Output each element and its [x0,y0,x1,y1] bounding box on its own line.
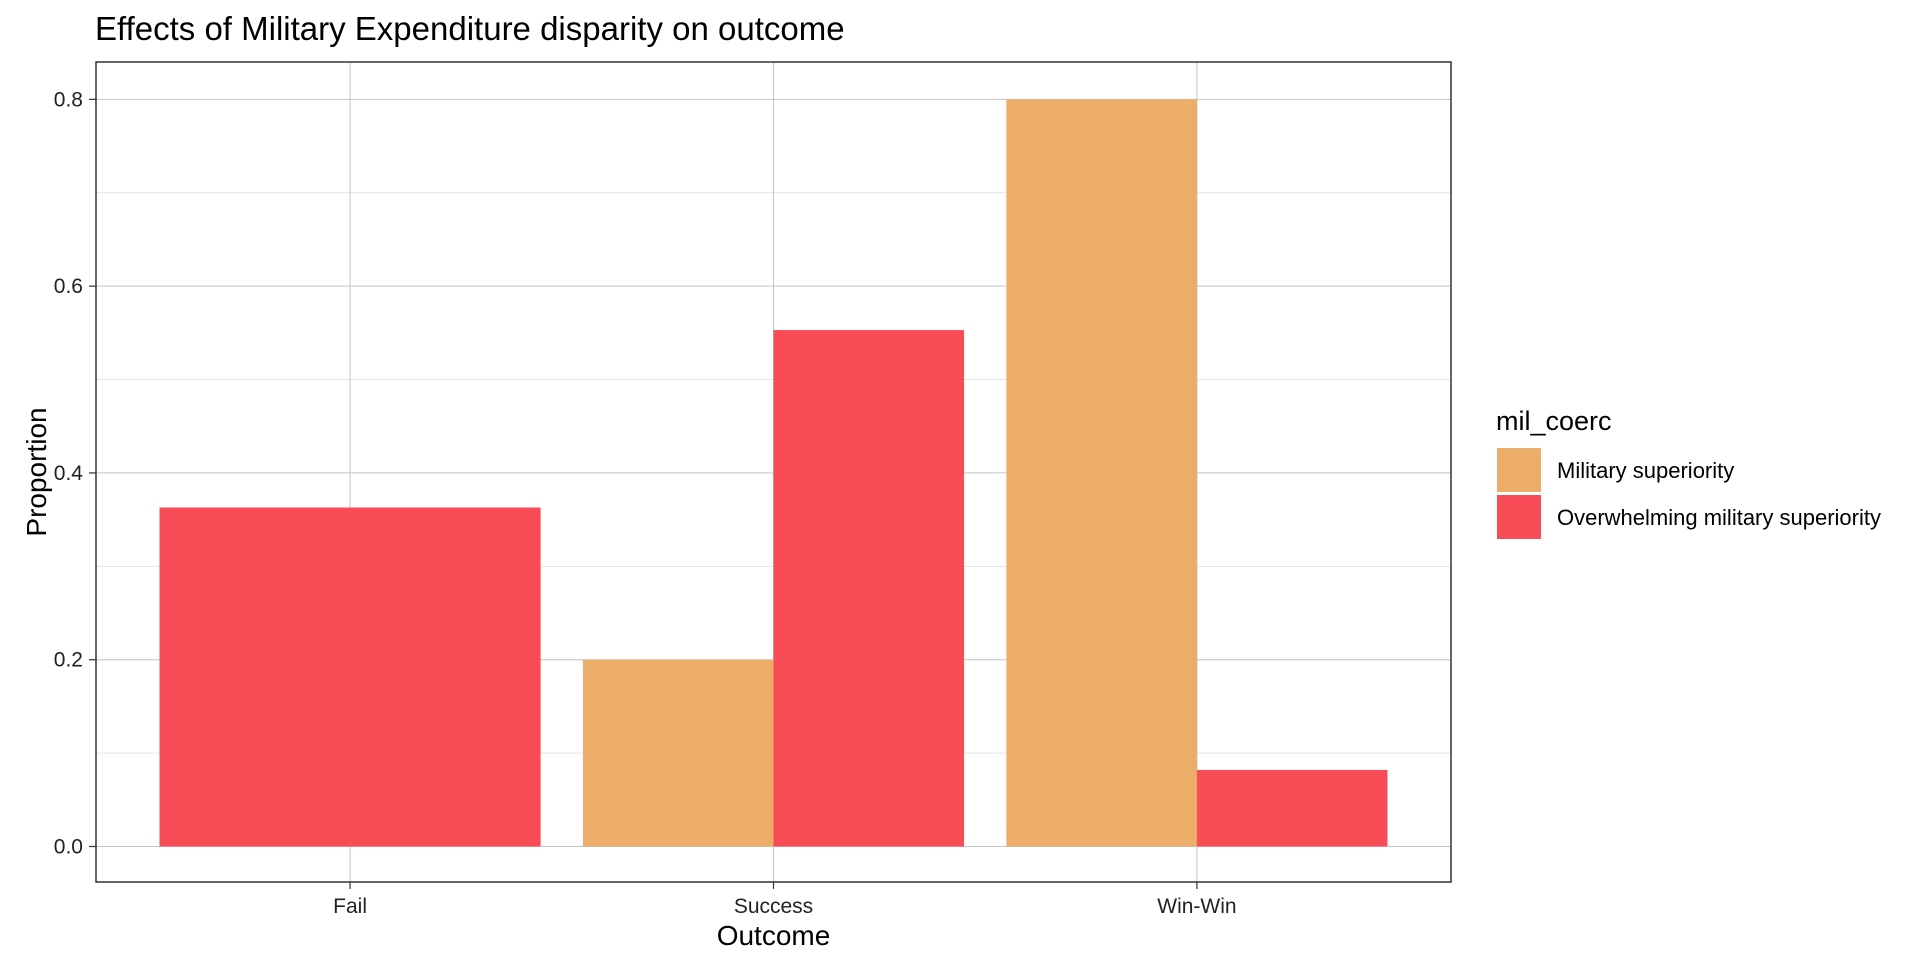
y-tick-label: 0.2 [54,649,83,672]
legend-label: Overwhelming military superiority [1557,505,1881,530]
legend-label: Military superiority [1557,458,1734,483]
legend-swatch [1497,448,1541,492]
x-tick-label: Success [734,895,813,918]
x-axis-title: Outcome [717,920,831,951]
y-tick-label: 0.6 [54,275,83,298]
legend: mil_coerc Military superiority Overwhelmi… [1496,406,1881,539]
chart-title: Effects of Military Expenditure disparit… [95,10,845,47]
bar-success-series-0 [582,659,774,847]
legend-title: mil_coerc [1496,406,1612,436]
y-tick-label: 0.8 [54,88,83,111]
x-tick-label: Win-Win [1157,895,1236,918]
y-axis: 0.0 0.2 0.4 0.6 0.8 [54,88,96,859]
legend-items: Military superiority Overwhelming militar… [1497,448,1881,539]
bar-success-series-1 [773,330,965,847]
bar-fail-series-1 [159,507,541,847]
bar-win-win-series-0 [1006,99,1197,847]
y-tick-label: 0.0 [54,836,83,859]
bars [159,99,1388,847]
legend-swatch [1497,495,1541,539]
y-tick-label: 0.4 [54,462,84,485]
y-axis-title: Proportion [21,407,52,536]
bar-win-win-series-1 [1196,769,1388,847]
x-axis: Fail Success Win-Win [333,882,1237,918]
x-tick-label: Fail [333,895,367,918]
